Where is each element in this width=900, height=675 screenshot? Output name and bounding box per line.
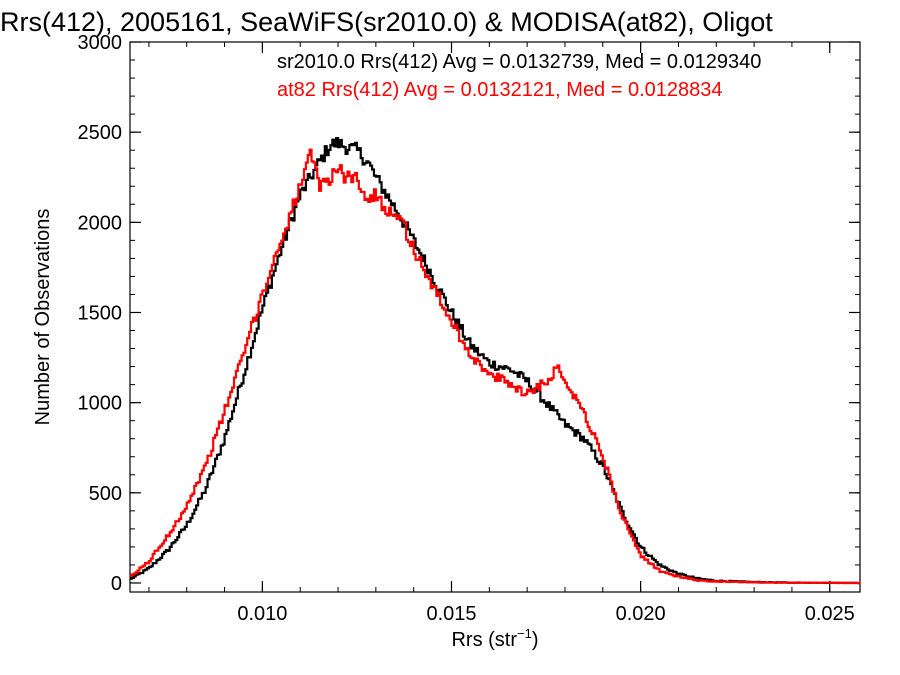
x-axis-label-exponent: −1: [517, 626, 532, 641]
x-axis-label: Rrs (str−1): [451, 626, 538, 651]
plot-frame: [129, 41, 861, 593]
y-tick-label: 2500: [78, 122, 123, 144]
y-axis-label: Number of Observations: [32, 209, 54, 426]
y-tick-label: 500: [89, 483, 122, 505]
x-axis-ticks: 0.010 0.015 0.020 0.025: [148, 42, 855, 625]
x-tick-label: 0.010: [237, 603, 287, 625]
x-axis-label-close: ): [532, 629, 539, 651]
y-tick-label: 3000: [78, 32, 123, 54]
y-tick-label: 0: [111, 573, 122, 595]
series-layer: [130, 136, 860, 585]
y-tick-label: 2000: [78, 212, 123, 234]
legend-annotation-at82: at82 Rrs(412) Avg = 0.0132121, Med = 0.0…: [277, 79, 723, 101]
x-tick-label: 0.020: [616, 603, 666, 625]
y-tick-label: 1000: [78, 393, 123, 415]
legend-annotation-sr2010: sr2010.0 Rrs(412) Avg = 0.0132739, Med =…: [277, 51, 761, 73]
y-tick-label: 1500: [78, 302, 123, 324]
chart-title: Rrs(412), 2005161, SeaWiFS(sr2010.0) & M…: [0, 7, 773, 37]
x-tick-label: 0.025: [805, 603, 855, 625]
series-line-at82: [130, 148, 860, 585]
plot-area: 0.010 0.015 0.020 0.025 0 500 1000 1500 2000 250…: [78, 32, 861, 625]
x-tick-label: 0.015: [426, 603, 476, 625]
x-axis-label-main: Rrs (str: [451, 629, 517, 651]
